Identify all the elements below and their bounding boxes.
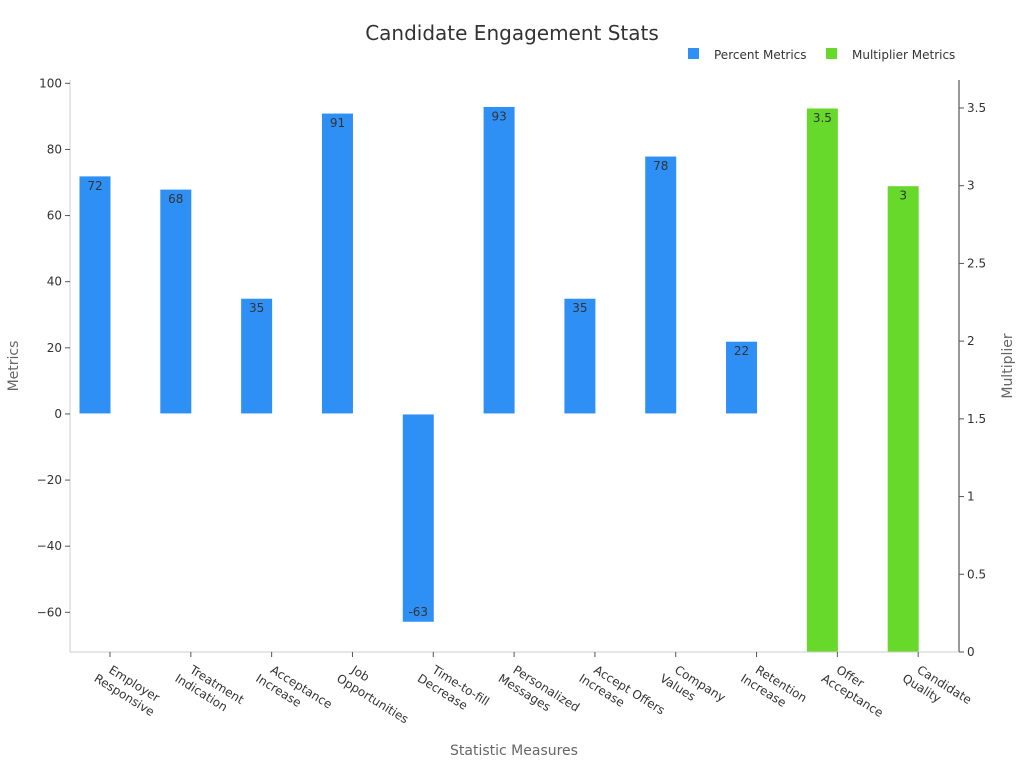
bar-data-label: 35 — [249, 301, 264, 315]
plot-area: 72 68 35 91 -63 93 35 78 22 3.5 3 — [78, 105, 920, 653]
y2-tick-label: 2 — [967, 334, 975, 348]
percent-bar — [240, 297, 274, 415]
y-tick-label: 100 — [39, 76, 62, 90]
percent-bar — [401, 413, 435, 623]
percent-bar — [78, 175, 112, 415]
y2-tick-label: 0 — [967, 645, 975, 659]
x-tick-label: AcceptanceIncrease — [253, 658, 334, 724]
bar-data-label: 22 — [734, 344, 749, 358]
bar-data-label: 68 — [168, 192, 183, 206]
y-tick-label: 60 — [47, 209, 62, 223]
x-tick-label: Time-to-fillDecrease — [415, 658, 492, 721]
x-tick-label: Accept OffersIncrease — [577, 658, 668, 730]
y2-tick-label: 2.5 — [967, 256, 986, 270]
y2-tick-label: 1 — [967, 490, 975, 504]
y2-tick-label: 0.5 — [967, 567, 986, 581]
multiplier-bar — [886, 185, 920, 653]
y-tick-label: 80 — [47, 142, 62, 156]
legend-label-multiplier: Multiplier Metrics — [852, 48, 955, 62]
bar-data-label: 91 — [330, 116, 345, 130]
x-tick-label: JobOpportunities — [334, 658, 419, 726]
y2-tick-label: 1.5 — [967, 412, 986, 426]
percent-bar — [644, 155, 678, 415]
y-tick-label: −40 — [37, 539, 62, 553]
y-tick-label: 40 — [47, 275, 62, 289]
x-tick-label: CandidateQuality — [900, 658, 974, 719]
y-tick-label: 20 — [47, 341, 62, 355]
legend: Percent Metrics Multiplier Metrics — [688, 48, 955, 62]
bar-data-label: 3.5 — [813, 111, 832, 125]
percent-bar — [320, 112, 354, 415]
y-tick-label: −20 — [37, 473, 62, 487]
x-tick-label: CompanyValues — [657, 658, 728, 717]
bar-data-label: 35 — [572, 301, 587, 315]
x-tick-label: PersonalizedMessages — [496, 658, 582, 727]
bar-data-label: 93 — [491, 109, 506, 123]
y-axis-label: Metrics — [6, 341, 22, 392]
y2-tick-label: 3.5 — [967, 101, 986, 115]
bar-data-label: 3 — [899, 189, 907, 203]
chart-title: Candidate Engagement Stats — [365, 21, 659, 45]
percent-bar — [563, 297, 597, 415]
y2-axis-label: Multiplier — [1000, 333, 1016, 399]
bar-data-label: 78 — [653, 159, 668, 173]
x-tick-label: RetentionIncrease — [738, 658, 809, 718]
y2-tick-label: 3 — [967, 179, 975, 193]
legend-swatch-percent — [688, 48, 699, 59]
x-tick-label: EmployerResponsive — [92, 658, 165, 719]
y-tick-label: 0 — [54, 407, 62, 421]
x-tick-label: OfferAcceptance — [819, 658, 894, 720]
percent-bar — [482, 105, 516, 415]
percent-bar — [159, 188, 193, 415]
legend-swatch-multiplier — [826, 48, 837, 59]
bar-data-label: 72 — [87, 179, 102, 193]
percent-bar — [725, 340, 759, 415]
legend-label-percent: Percent Metrics — [714, 48, 807, 62]
y-tick-label: −60 — [37, 605, 62, 619]
bar-data-label: -63 — [408, 605, 428, 619]
x-tick-label: TreatmentIndication — [172, 658, 246, 719]
x-axis-label: Statistic Measures — [450, 743, 578, 759]
multiplier-bar — [805, 107, 839, 653]
